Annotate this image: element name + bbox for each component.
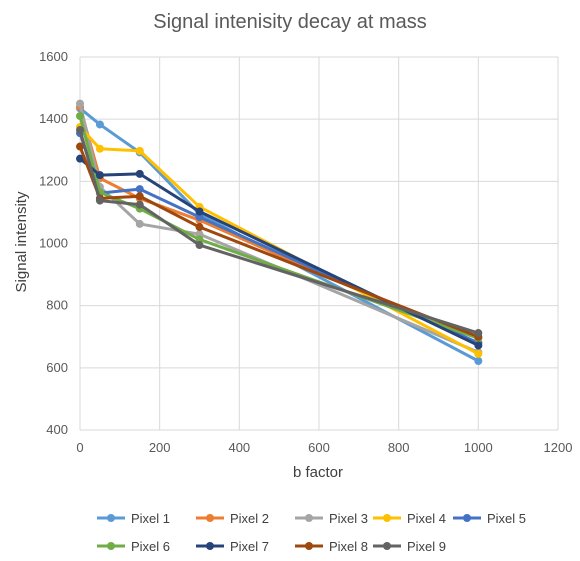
- data-point: [95, 144, 104, 153]
- x-axis-ticks: 0 200 400 600 800 1000 1200: [76, 440, 572, 455]
- legend-marker: [305, 514, 313, 522]
- data-point: [135, 219, 144, 228]
- x-tick-label: 1000: [464, 440, 493, 455]
- legend-marker: [463, 514, 471, 522]
- series-line: [78, 129, 479, 335]
- x-tick-label: 600: [308, 440, 330, 455]
- data-point: [76, 142, 84, 151]
- legend-marker: [206, 514, 214, 522]
- series-line: [78, 125, 480, 356]
- y-tick-label: 1400: [39, 111, 68, 126]
- legend-item: Pixel 7: [196, 539, 269, 554]
- legend-label: Pixel 8: [329, 539, 368, 554]
- legend-marker: [107, 542, 115, 550]
- data-point: [195, 213, 204, 222]
- data-point: [95, 196, 104, 205]
- legend-marker: [383, 542, 391, 550]
- x-tick-label: 800: [388, 440, 410, 455]
- legend-marker: [206, 542, 214, 550]
- data-point: [195, 241, 204, 250]
- series-1: [76, 104, 483, 365]
- data-point: [195, 207, 204, 216]
- series-4: [76, 122, 483, 358]
- data-point: [95, 171, 104, 180]
- data-point: [195, 235, 204, 244]
- legend-item: Pixel 8: [295, 539, 368, 554]
- y-tick-label: 800: [46, 298, 68, 313]
- gridlines: [79, 56, 559, 431]
- legend-label: Pixel 1: [131, 511, 170, 526]
- legend-label: Pixel 5: [487, 511, 526, 526]
- data-point: [135, 185, 144, 194]
- data-point: [195, 223, 204, 232]
- legend: Pixel 1 Pixel 2 Pixel 3 Pixel 4 Pixel 5 Pixel…: [97, 511, 526, 554]
- data-point: [474, 329, 483, 338]
- legend-label: Pixel 4: [407, 511, 446, 526]
- x-axis-title: b factor: [293, 464, 343, 481]
- legend-item: Pixel 4: [373, 511, 446, 526]
- legend-label: Pixel 7: [230, 539, 269, 554]
- data-point: [135, 192, 144, 201]
- data-point: [76, 112, 84, 121]
- data-point: [135, 146, 144, 155]
- series-7: [76, 154, 483, 350]
- legend-item: Pixel 2: [196, 511, 269, 526]
- series-9: [76, 126, 483, 338]
- data-point: [76, 154, 84, 163]
- data-point: [135, 169, 144, 178]
- series-6: [76, 112, 483, 343]
- data-point: [76, 99, 84, 108]
- series-line: [78, 132, 479, 345]
- legend-label: Pixel 6: [131, 539, 170, 554]
- data-point: [474, 349, 483, 358]
- plot-series: [76, 99, 483, 365]
- y-tick-label: 1600: [39, 49, 68, 64]
- legend-label: Pixel 2: [230, 511, 269, 526]
- legend-marker: [305, 542, 313, 550]
- y-tick-label: 1200: [39, 173, 68, 188]
- legend-item: Pixel 5: [453, 511, 526, 526]
- data-point: [76, 126, 84, 135]
- x-tick-label: 400: [228, 440, 250, 455]
- y-tick-label: 1000: [39, 236, 68, 251]
- x-tick-label: 1200: [544, 440, 573, 455]
- y-tick-label: 400: [46, 422, 68, 437]
- legend-item: Pixel 1: [97, 511, 170, 526]
- data-point: [135, 200, 144, 209]
- legend-item: Pixel 6: [97, 539, 170, 554]
- data-point: [474, 341, 483, 350]
- x-tick-label: 0: [76, 440, 83, 455]
- y-tick-label: 600: [46, 360, 68, 375]
- legend-item: Pixel 9: [373, 539, 446, 554]
- legend-label: Pixel 9: [407, 539, 446, 554]
- legend-item: Pixel 3: [295, 511, 368, 526]
- legend-marker: [383, 514, 391, 522]
- y-axis-title: Signal intensity: [13, 191, 30, 292]
- data-point: [95, 120, 104, 129]
- x-tick-label: 200: [149, 440, 171, 455]
- legend-marker: [107, 514, 115, 522]
- chart-title: Signal intenisity decay at mass: [153, 11, 426, 33]
- data-point: [474, 356, 483, 365]
- legend-label: Pixel 3: [329, 511, 368, 526]
- y-axis-ticks: 400 600 800 1000 1200 1400 1600: [39, 49, 68, 437]
